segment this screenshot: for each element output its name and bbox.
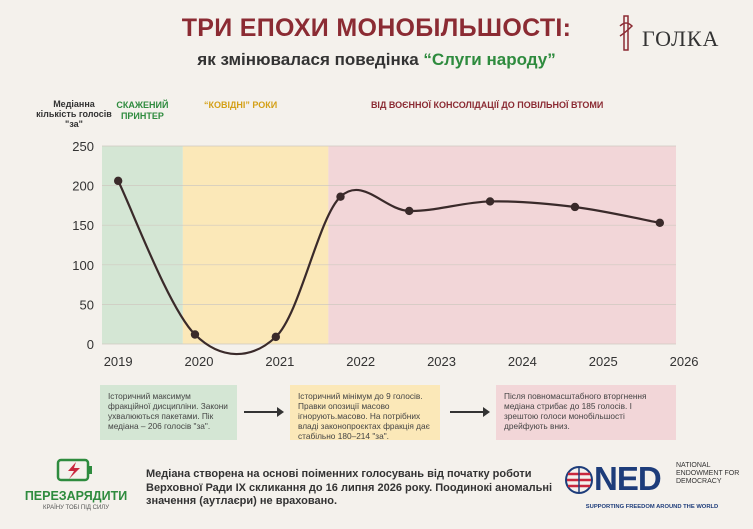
perezaryadyty-logo: ПЕРЕЗАРЯДИТИ КРАЇНУ ТОБІ ПІД СИЛУ — [14, 452, 134, 522]
perezaryadyty-tagline: КРАЇНУ ТОБІ ПІД СИЛУ — [42, 505, 109, 511]
y-tick-label: 100 — [72, 258, 94, 273]
era-note-2: Історичний мінімум до 9 голосів. Правки … — [290, 385, 440, 441]
data-point — [271, 332, 281, 342]
data-point — [485, 197, 495, 206]
methodology-note: Медіана створена на основі поіменних гол… — [146, 468, 553, 507]
era-label-2: “КОВІДНІ” РОКИ — [203, 100, 278, 110]
era-label-1: СКАЖЕНИЙ ПРИНТЕР — [116, 100, 169, 121]
era-band-1 — [102, 146, 183, 344]
holka-logo: ГОЛКА — [618, 14, 743, 54]
perezaryadyty-name: ПЕРЕЗАРЯДИТИ — [24, 489, 128, 503]
holka-logo-text: ГОЛКА — [642, 26, 720, 51]
x-tick-label: 2024 — [508, 354, 537, 369]
y-tick-label: 50 — [80, 297, 94, 312]
era-note-3: Після повномасштабного вторгнення медіан… — [496, 385, 676, 440]
arrow-icon — [450, 407, 490, 417]
x-tick-label: 2020 — [185, 354, 214, 369]
y-tick-label: 250 — [72, 139, 94, 154]
data-point — [113, 176, 123, 186]
arrow-icon — [244, 407, 284, 417]
x-tick-label: 2019 — [104, 354, 133, 369]
data-point — [405, 206, 414, 216]
data-point — [655, 218, 665, 228]
subtitle-prefix: як змінювалася поведінка — [197, 50, 424, 69]
ned-name: NED — [594, 460, 662, 497]
data-point — [190, 330, 200, 339]
data-point — [570, 202, 580, 212]
x-tick-label: 2025 — [589, 354, 618, 369]
x-tick-label: 2021 — [265, 354, 294, 369]
battery-icon — [56, 458, 92, 482]
y-tick-label: 0 — [87, 337, 94, 352]
era-band-3 — [328, 146, 676, 344]
ned-logo: NED NATIONAL ENDOWMENT FOR DEMOCRACY SUP… — [564, 460, 744, 520]
y-axis-label: Медіанна кількість голосів "за" — [36, 99, 112, 129]
data-point — [336, 192, 345, 201]
y-tick-label: 150 — [72, 218, 94, 233]
ned-tagline: SUPPORTING FREEDOM AROUND THE WORLD — [585, 504, 719, 510]
x-tick-label: 2026 — [670, 354, 699, 369]
era-label-3: ВІД ВОЄННОЇ КОНСОЛІДАЦІЇ ДО ПОВІЛЬНОЇ ВТ… — [370, 100, 604, 110]
chart-title: ТРИ ЕПОХИ МОНОБІЛЬШОСТІ: — [181, 14, 572, 42]
chart-canvas: 0 50 100 150 200 250 2019 2020 2021 2022 2023 2024 2… — [72, 139, 699, 369]
x-tick-label: 2022 — [346, 354, 375, 369]
chart-subtitle: як змінювалася поведінка “Слуги народу” — [0, 50, 753, 70]
era-note-1: Історичний максимум фракційної дисциплін… — [100, 385, 237, 440]
y-tick-label: 200 — [72, 179, 94, 194]
ned-globe-icon — [565, 466, 593, 494]
era-band-2 — [182, 146, 329, 344]
ned-full-name: NATIONAL ENDOWMENT FOR DEMOCRACY — [676, 462, 740, 485]
needle-icon — [619, 15, 634, 51]
x-tick-label: 2023 — [427, 354, 456, 369]
subtitle-highlight: “Слуги народу” — [423, 50, 556, 69]
